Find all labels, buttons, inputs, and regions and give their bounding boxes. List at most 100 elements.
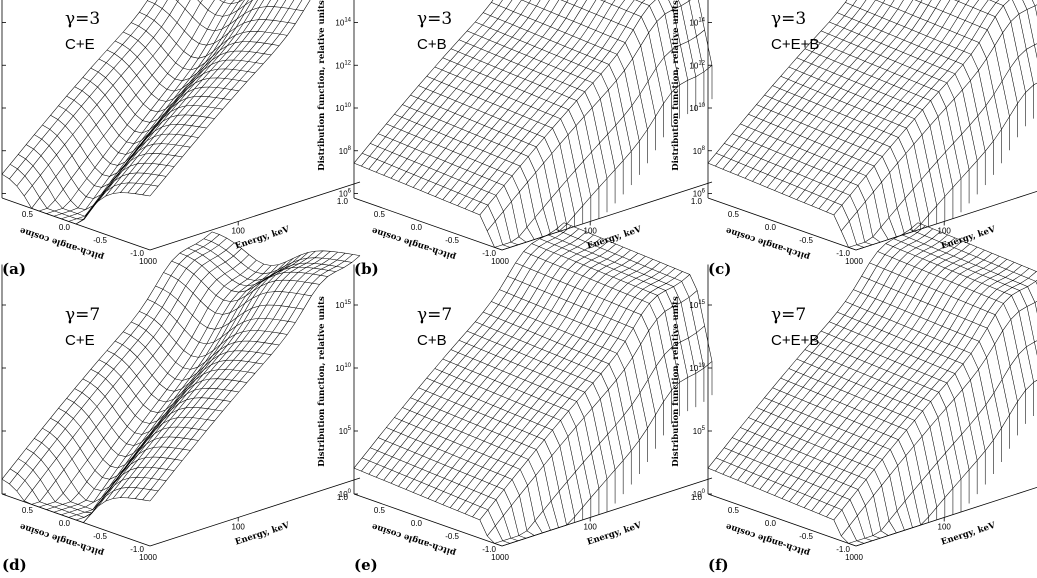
mesh-line-energy (740, 427, 889, 536)
pitch-tick-label: 0.0 (765, 519, 777, 528)
mesh-line-pitch (53, 0, 226, 217)
gamma-label: γ=7 (65, 305, 100, 325)
mesh-line-pitch (97, 0, 258, 202)
mesh-line-pitch (826, 271, 1037, 518)
z-tick-label: 1012 (335, 60, 351, 70)
model-label: C+B (417, 36, 447, 53)
mesh-line-pitch (781, 0, 941, 194)
mesh-line-pitch (833, 0, 1010, 216)
mesh-line-pitch (479, 0, 656, 216)
mesh-line-energy (1012, 0, 1034, 85)
pitch-axis-line (707, 197, 857, 251)
mesh-line-pitch (752, 0, 904, 182)
mesh-line-energy (179, 252, 328, 293)
z-tick-label: 1010 (689, 103, 705, 113)
mesh-line-pitch (53, 263, 264, 513)
mesh-line-pitch (494, 325, 705, 544)
axes-1 (353, 0, 713, 251)
mesh-line-energy (507, 276, 656, 415)
mesh-line-energy (989, 0, 1026, 93)
z-tick-label: 105 (339, 426, 352, 436)
mesh-line-pitch (390, 237, 602, 484)
gamma-label: γ=7 (417, 305, 452, 325)
model-label: C+E+B (771, 36, 819, 53)
pitch-tick-label: 0.0 (59, 223, 71, 232)
mesh-line-pitch (412, 246, 624, 493)
axes-2 (707, 0, 1037, 251)
z-tick-label: 1010 (335, 363, 351, 373)
z-tick-label: 105 (693, 426, 706, 436)
mesh-line-pitch (442, 0, 606, 200)
mesh-line-pitch (472, 271, 683, 518)
mesh-line-pitch (752, 240, 963, 487)
mesh-line-pitch (833, 279, 1037, 521)
mesh-line-energy (869, 262, 1018, 402)
mesh-line-energy (187, 247, 336, 287)
panel-letter: (f) (708, 556, 729, 574)
mesh-line-pitch (405, 243, 616, 490)
mesh-line-pitch (68, 0, 241, 222)
mesh-line-pitch (715, 225, 926, 472)
mesh-line-pitch (120, 0, 279, 193)
mesh-line-pitch (707, 222, 919, 469)
mesh-line-pitch (134, 252, 346, 499)
pitch-tick-label: -1.0 (836, 249, 850, 258)
pitch-tick-label: 1.0 (337, 197, 349, 206)
z-axis-title: Distribution function, relative units (671, 0, 681, 171)
model-label: C+E (65, 332, 95, 349)
energy-tick-label: 100 (938, 226, 952, 235)
axes-4 (353, 264, 713, 547)
mesh-line-pitch (796, 259, 1007, 505)
mesh-line-energy (918, 0, 1037, 65)
z-tick-label: 100 (339, 489, 352, 499)
mesh-line-energy (90, 369, 239, 424)
panel-letter: (b) (354, 260, 379, 278)
mesh-line-energy (1022, 0, 1037, 59)
mesh-line-pitch (855, 379, 1037, 547)
pitch-tick-label: -1.0 (482, 545, 496, 554)
mesh-line-pitch (744, 0, 895, 179)
mesh-line-pitch (811, 265, 1022, 511)
mesh-line-pitch (149, 0, 311, 197)
mesh-line-pitch (383, 0, 532, 176)
mesh-line-pitch (457, 0, 625, 206)
surface-mesh-5 (707, 222, 1037, 547)
mesh-line-pitch (840, 4, 1037, 232)
pitch-tick-label: 0.5 (728, 506, 740, 515)
energy-axis-line (149, 477, 361, 547)
mesh-line-pitch (83, 0, 249, 220)
mesh-line-pitch (420, 0, 578, 191)
energy-tick-label: 1000 (491, 553, 509, 562)
mesh-line-pitch (729, 231, 941, 478)
mesh-line-energy (820, 30, 970, 170)
surface-mesh-3 (1, 231, 361, 523)
mesh-line-energy (688, 0, 705, 72)
z-tick-label: 1012 (689, 60, 705, 70)
mesh-line-pitch (105, 0, 264, 197)
mesh-line-energy (402, 104, 551, 235)
mesh-line-energy (211, 231, 361, 266)
mesh-line-pitch (840, 300, 1037, 537)
mesh-line-pitch (120, 251, 331, 498)
mesh-line-pitch (766, 0, 923, 188)
mesh-line-pitch (9, 234, 220, 485)
panel-d: 100105101010151.00.50.0-0.5-1.01000100Di… (1, 231, 361, 574)
mesh-line-pitch (90, 254, 301, 515)
pitch-tick-label: -1.0 (130, 545, 144, 554)
mesh-line-pitch (134, 0, 295, 194)
mesh-line-pitch (398, 240, 609, 487)
mesh-line-pitch (479, 274, 690, 521)
mesh-line-pitch (464, 268, 676, 514)
mesh-line-pitch (818, 0, 989, 209)
mesh-line-energy (658, 0, 680, 85)
mesh-line-energy (954, 0, 1018, 104)
panel-letter: (a) (2, 260, 26, 278)
mesh-line-pitch (38, 254, 250, 508)
mesh-line-pitch (375, 0, 522, 173)
pitch-tick-label: -1.0 (836, 545, 850, 554)
mesh-line-pitch (427, 0, 587, 194)
panel-a: 10610810101012101410161.00.50.0-0.5-1.01… (1, 0, 361, 278)
pitch-tick-label: 0.5 (374, 506, 386, 515)
pitch-tick-label: 0.0 (765, 223, 777, 232)
mesh-line-pitch (427, 252, 639, 499)
